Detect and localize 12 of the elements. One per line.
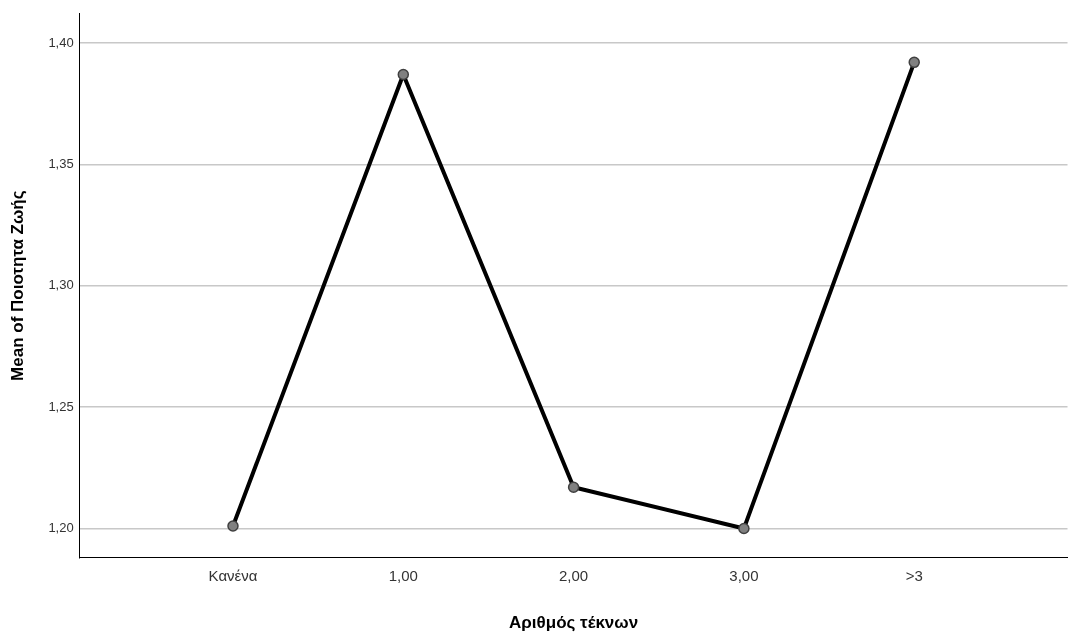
y-tick-label: 1,40 (48, 34, 74, 50)
y-tick-label: 1,25 (48, 398, 74, 414)
y-tick-label: 1,30 (48, 277, 74, 293)
x-tick-label: 3,00 (729, 566, 759, 584)
y-axis-title: Mean of Ποιοτητα Ζωής (7, 190, 27, 381)
x-tick-label: 2,00 (559, 566, 589, 584)
x-tick-label: >3 (905, 566, 923, 584)
x-axis-title: Αριθμός τέκνων (509, 613, 639, 633)
x-tick-label: 1,00 (388, 566, 418, 584)
y-tick-label: 1,35 (48, 155, 74, 171)
x-tick-label: Κανένα (208, 566, 258, 584)
y-tick-label: 1,20 (48, 520, 74, 536)
